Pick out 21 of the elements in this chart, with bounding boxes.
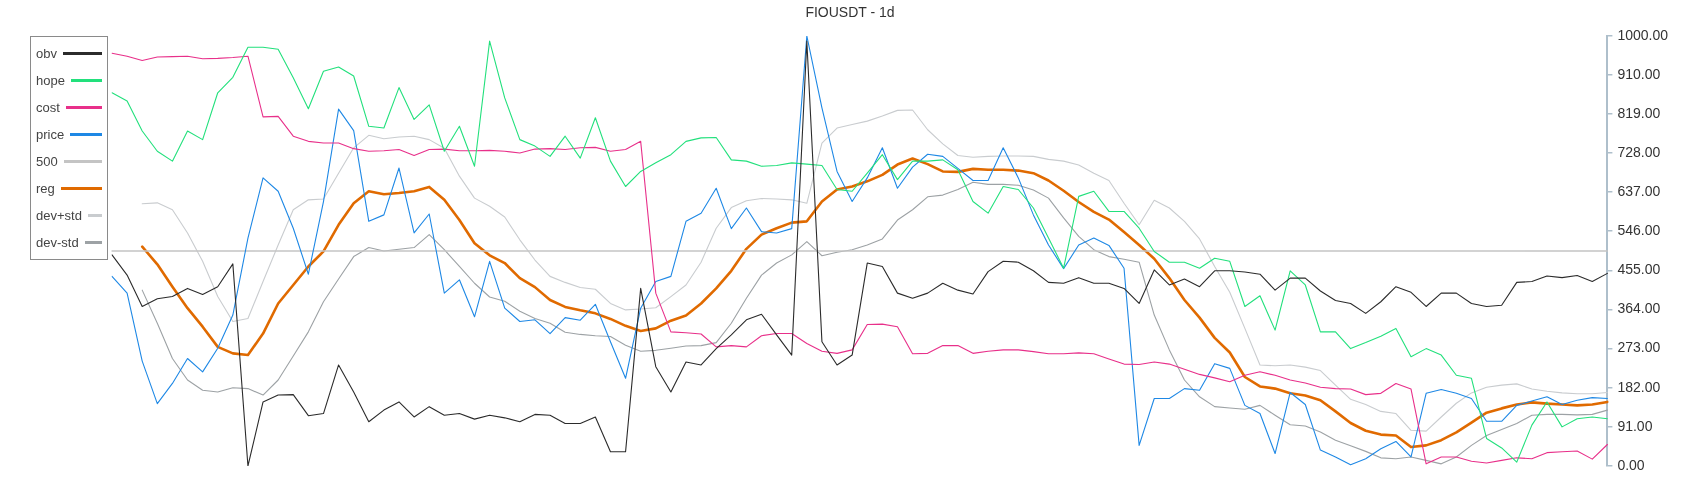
legend-label: price [36, 127, 65, 142]
y-tick-label: 910.00 [1617, 65, 1661, 82]
y-tick-label: 546.00 [1617, 222, 1661, 239]
legend-label: dev+std [36, 208, 82, 223]
y-tick-label: 273.00 [1617, 339, 1661, 356]
legend-label: obv [36, 46, 57, 61]
y-tick-label: 182.00 [1617, 378, 1661, 395]
legend-label: dev-std [36, 235, 79, 250]
legend-label: cost [36, 100, 60, 115]
y-tick-label: 637.00 [1617, 182, 1661, 199]
y-tick-label: 0.00 [1617, 456, 1645, 473]
y-tick-label: 455.00 [1617, 261, 1661, 278]
chart-title: FIOUSDT - 1d [804, 3, 896, 21]
legend-label: 500 [36, 154, 58, 169]
y-tick-label: 728.00 [1617, 143, 1661, 160]
y-tick-label: 364.00 [1617, 300, 1661, 317]
legend-label: reg [36, 181, 55, 196]
y-tick-label: 1000.00 [1617, 26, 1669, 43]
y-tick-label: 91.00 [1617, 417, 1653, 434]
legend-label: hope [36, 73, 65, 88]
y-tick-label: 819.00 [1617, 104, 1661, 121]
